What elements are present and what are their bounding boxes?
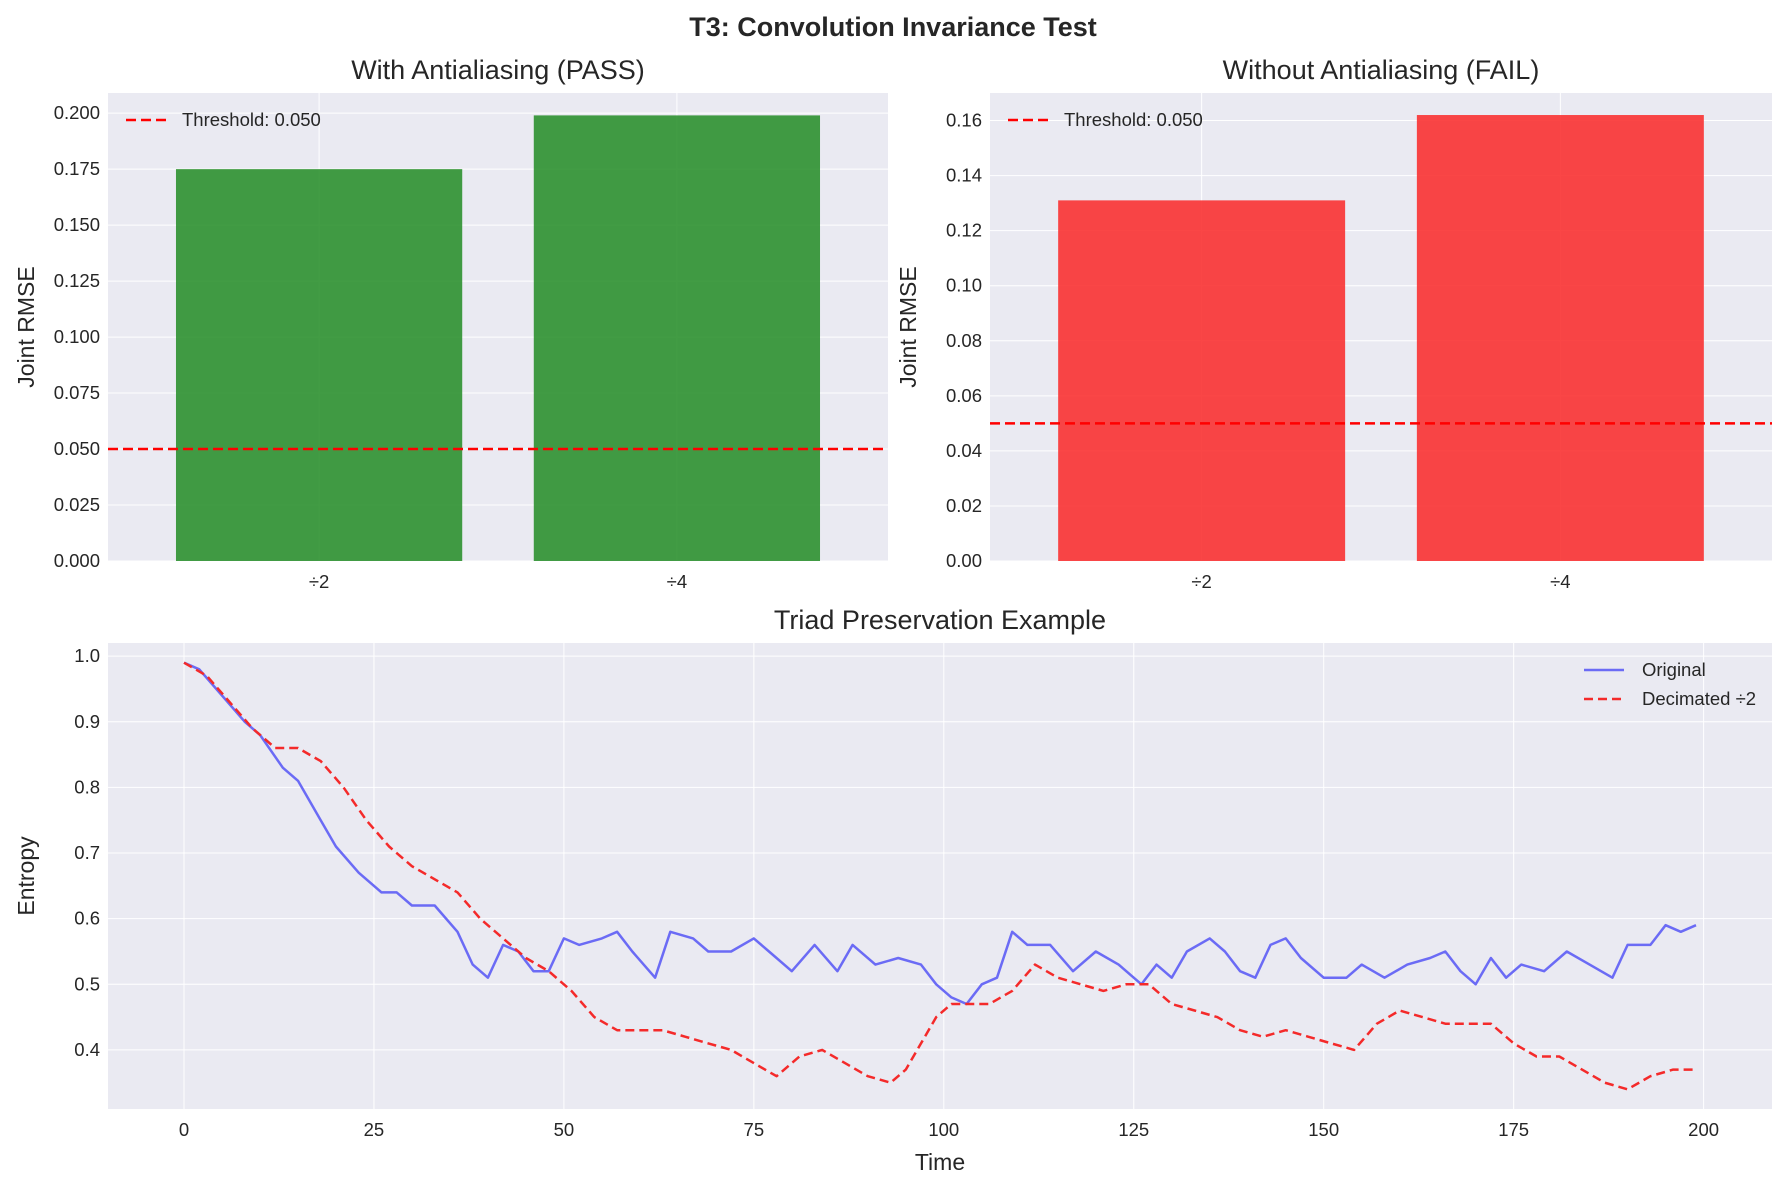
bar	[175, 169, 463, 561]
y-tick-label: 0.12	[946, 220, 982, 241]
x-axis-label: Time	[915, 1149, 965, 1175]
y-tick-label: 0.9	[74, 711, 100, 732]
y-axis-label: Entropy	[13, 836, 39, 916]
y-tick-label: 1.0	[74, 645, 100, 666]
y-tick-labels: 0.00 0.02 0.04 0.06 0.08 0.10 0.12 0.14 0.16	[946, 110, 982, 571]
y-tick-label: 0.06	[946, 385, 982, 406]
y-axis-label: Joint RMSE	[895, 266, 921, 387]
y-tick-label: 0.02	[946, 495, 982, 516]
y-tick-label: 0.200	[54, 102, 100, 123]
legend: Threshold: 0.050	[126, 109, 321, 130]
chart-marks	[108, 115, 888, 562]
x-tick-labels: ÷2 ÷4	[1191, 571, 1570, 592]
y-tick-label: 0.050	[54, 438, 100, 459]
y-tick-label: 0.7	[74, 842, 100, 863]
y-tick-label: 0.125	[54, 270, 100, 291]
y-tick-label: 0.175	[54, 158, 100, 179]
bar	[533, 115, 821, 562]
y-tick-label: 0.6	[74, 908, 100, 929]
x-tick-label: 175	[1498, 1119, 1529, 1140]
y-tick-label: 0.025	[54, 494, 100, 515]
x-tick-label: ÷4	[667, 571, 687, 592]
bar	[1058, 200, 1346, 562]
y-tick-label: 0.14	[946, 165, 982, 186]
figure-suptitle: T3: Convolution Invariance Test	[689, 12, 1097, 42]
plot-area	[108, 643, 1772, 1109]
y-tick-label: 0.10	[946, 275, 982, 296]
bar	[1416, 115, 1704, 561]
x-tick-labels: ÷2 ÷4	[309, 571, 687, 592]
y-tick-label: 0.08	[946, 330, 982, 351]
y-tick-label: 0.150	[54, 214, 100, 235]
legend: Threshold: 0.050	[1008, 109, 1203, 130]
y-tick-label: 0.000	[54, 550, 100, 571]
legend-label-threshold: Threshold: 0.050	[182, 109, 321, 130]
x-tick-labels: 0 25 50 75 100 125 150 175 200	[179, 1119, 1719, 1140]
legend-label-series: Original	[1642, 659, 1706, 680]
chart-panel-with-antialiasing: 0.000 0.025 0.050 0.075 0.100 0.125 0.150 0.175…	[13, 55, 888, 592]
chart-title: Without Antialiasing (FAIL)	[1223, 55, 1540, 85]
y-tick-label: 0.8	[74, 776, 100, 797]
chart-title: With Antialiasing (PASS)	[351, 55, 645, 85]
x-tick-label: 100	[928, 1119, 959, 1140]
y-tick-labels: 0.4 0.5 0.6 0.7 0.8 0.9 1.0	[74, 645, 100, 1060]
x-tick-label: 50	[554, 1119, 575, 1140]
y-tick-label: 0.16	[946, 110, 982, 131]
y-tick-label: 0.04	[946, 440, 982, 461]
series-line	[183, 661, 1696, 1091]
x-tick-label: ÷2	[1191, 571, 1211, 592]
x-tick-label: 200	[1688, 1119, 1719, 1140]
chart-panel-triad-preservation: 0.4 0.5 0.6 0.7 0.8 0.9 1.0 0 25 50 75 100 125 150 17…	[13, 605, 1772, 1175]
chart-panel-without-antialiasing: 0.000.020.040.060.080.100.120.140.16 ÷2 ÷…	[895, 55, 1772, 592]
x-tick-label: ÷2	[309, 571, 329, 592]
grid-lines	[108, 643, 1772, 1109]
x-tick-label: 0	[179, 1119, 189, 1140]
y-tick-label: 0.5	[74, 973, 100, 994]
x-tick-label: 125	[1118, 1119, 1149, 1140]
x-tick-label: 25	[364, 1119, 385, 1140]
chart-marks	[183, 661, 1697, 1091]
series-line	[183, 661, 1697, 1006]
y-tick-label: 0.4	[74, 1039, 100, 1060]
chart-title: Triad Preservation Example	[774, 605, 1106, 635]
x-tick-label: 75	[744, 1119, 765, 1140]
y-tick-label: 0.00	[946, 550, 982, 571]
y-tick-labels: 0.000 0.025 0.050 0.075 0.100 0.125 0.150 0.175…	[54, 102, 100, 571]
legend: Original Decimated ÷2	[1584, 659, 1756, 709]
chart-marks	[990, 115, 1772, 562]
legend-label-series: Decimated ÷2	[1642, 688, 1756, 709]
y-tick-label: 0.075	[54, 382, 100, 403]
x-tick-label: 150	[1308, 1119, 1339, 1140]
y-tick-label: 0.100	[54, 326, 100, 347]
y-axis-label: Joint RMSE	[13, 266, 39, 387]
x-tick-label: ÷4	[1550, 571, 1570, 592]
legend-label-threshold: Threshold: 0.050	[1064, 109, 1203, 130]
